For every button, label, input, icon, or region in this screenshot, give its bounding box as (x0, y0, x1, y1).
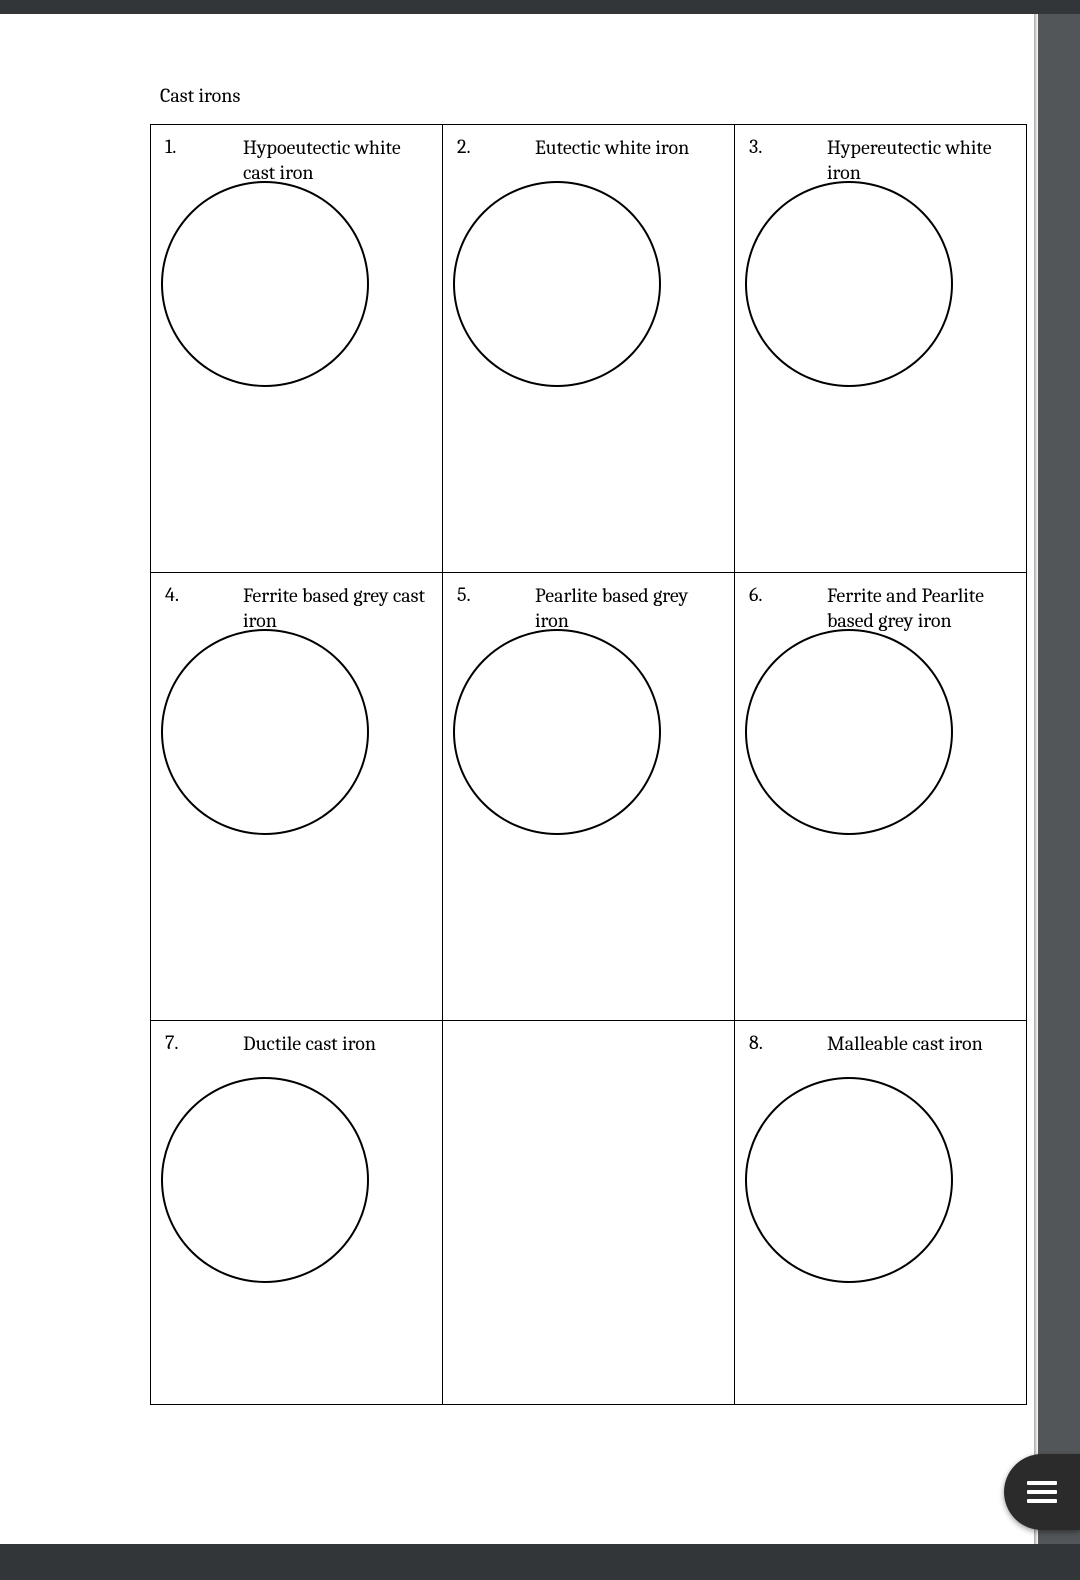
cell-label: Hypoeutectic white cast iron (243, 135, 432, 185)
sketch-circle (161, 629, 369, 835)
cell-number: 6. (749, 583, 763, 606)
sketch-circle (453, 629, 661, 835)
document-page: Cast irons 1. Hypoeutectic white cast ir… (0, 14, 1034, 1544)
cell-label: Eutectic white iron (535, 135, 724, 160)
cell-8: 8. Malleable cast iron (735, 1021, 1026, 1404)
cell-empty (443, 1021, 734, 1404)
cell-label: Ferrite based grey cast iron (243, 583, 432, 633)
cell-7: 7. Ductile cast iron (151, 1021, 442, 1404)
cell-label: Hypereutectic white iron (827, 135, 1016, 185)
sketch-circle (161, 181, 369, 387)
viewer-gutter (1038, 14, 1080, 1544)
sketch-circle (161, 1077, 369, 1283)
cell-label: Malleable cast iron (827, 1031, 1016, 1056)
cell-number: 7. (165, 1031, 179, 1054)
cell-number: 4. (165, 583, 179, 606)
menu-tab[interactable] (1004, 1454, 1080, 1530)
viewer-top-bar (0, 0, 1080, 14)
cell-1: 1. Hypoeutectic white cast iron (151, 125, 442, 572)
viewer-bottom-bar (0, 1544, 1080, 1580)
cell-4: 4. Ferrite based grey cast iron (151, 573, 442, 1020)
cell-number: 5. (457, 583, 471, 606)
cell-3: 3. Hypereutectic white iron (735, 125, 1026, 572)
cell-number: 2. (457, 135, 471, 158)
cell-label: Ferrite and Pearlite based grey iron (827, 583, 1016, 633)
cell-number: 1. (165, 135, 176, 158)
cell-number: 3. (749, 135, 762, 158)
cell-label: Ductile cast iron (243, 1031, 432, 1056)
cell-2: 2. Eutectic white iron (443, 125, 734, 572)
cell-6: 6. Ferrite and Pearlite based grey iron (735, 573, 1026, 1020)
cell-label: Pearlite based grey iron (535, 583, 724, 633)
cast-irons-table: 1. Hypoeutectic white cast iron 2. Eutec… (150, 124, 1027, 1405)
sketch-circle (453, 181, 661, 387)
sketch-circle (745, 181, 953, 387)
cell-5: 5. Pearlite based grey iron (443, 573, 734, 1020)
sketch-circle (745, 629, 953, 835)
cell-number: 8. (749, 1031, 763, 1054)
menu-icon (1027, 1481, 1057, 1503)
sketch-circle (745, 1077, 953, 1283)
section-title: Cast irons (160, 84, 240, 107)
